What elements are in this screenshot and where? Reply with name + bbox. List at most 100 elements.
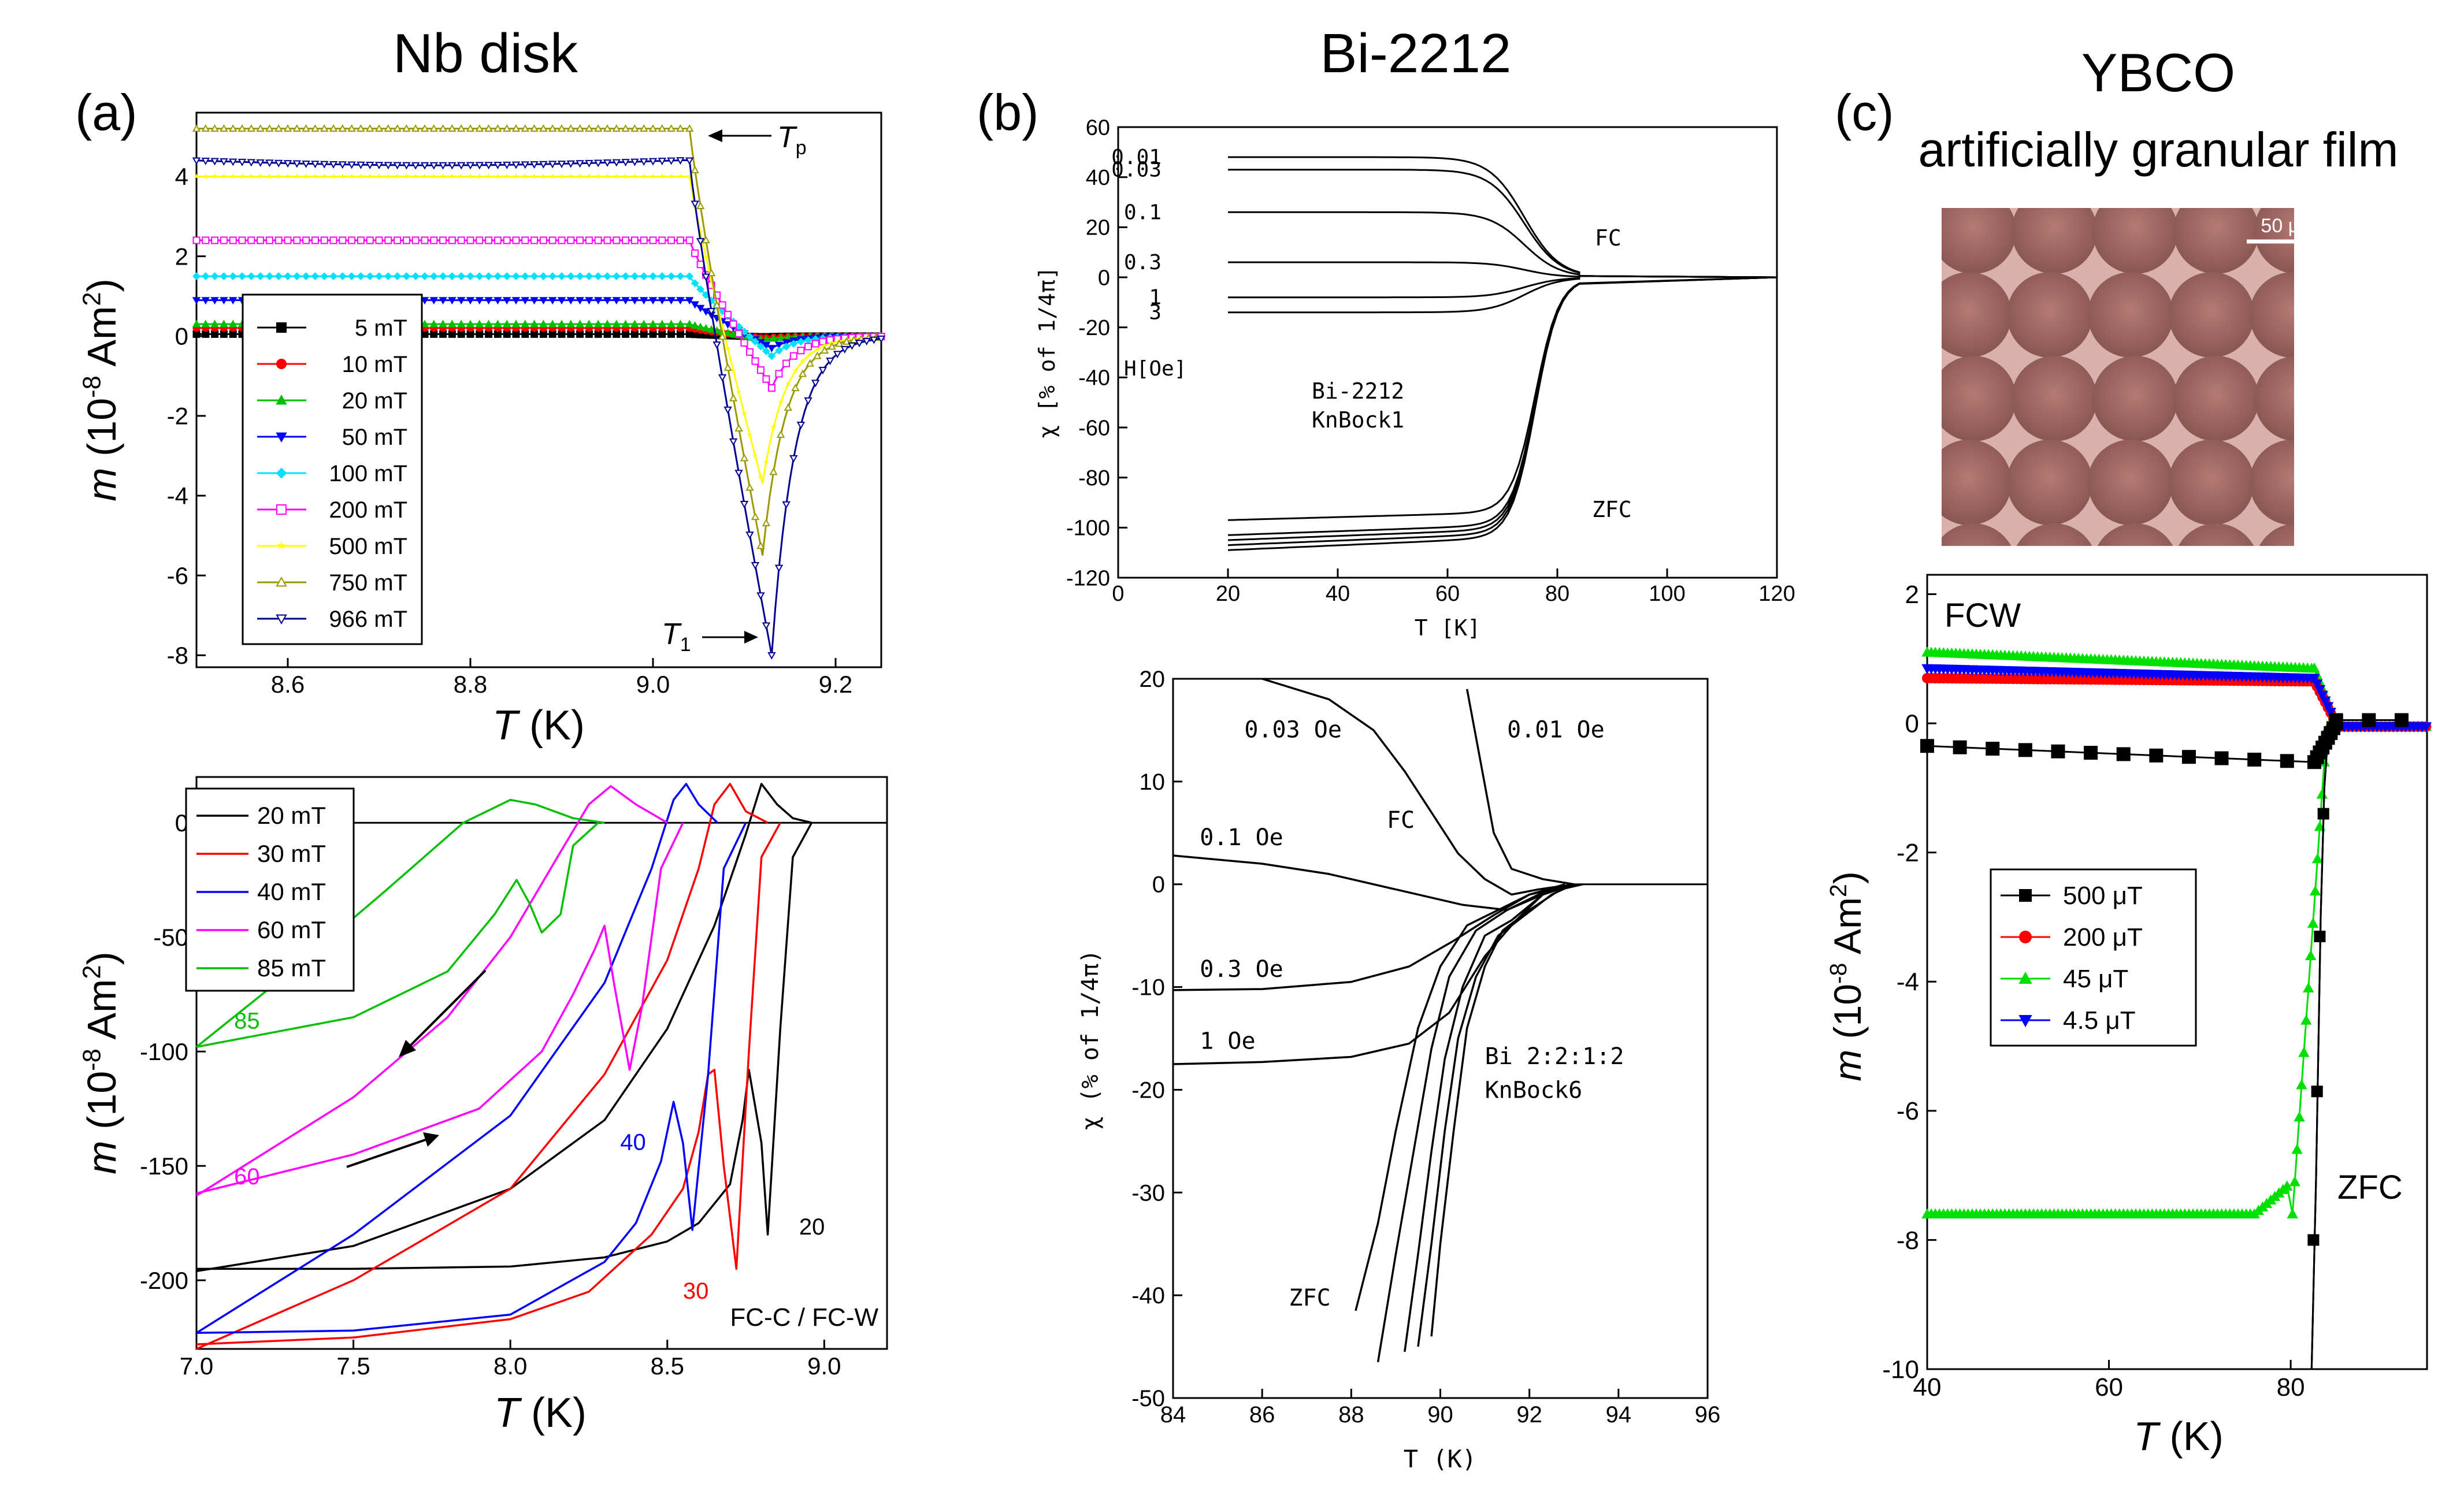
x-tick-label: 40 (1326, 582, 1350, 606)
legend-entry: 85 mT (257, 954, 326, 981)
data-point (192, 319, 201, 328)
data-point (539, 297, 548, 305)
data-point: ★ (339, 172, 346, 180)
x-axis-label: T (K) (494, 1390, 587, 1436)
legend-entry: 966 mT (329, 607, 407, 632)
data-point (676, 124, 685, 132)
data-point (503, 272, 511, 281)
data-point (2294, 1111, 2305, 1122)
data-point (713, 291, 721, 299)
data-point (430, 330, 438, 338)
sample-id-label: KnBock1 (1312, 407, 1404, 433)
data-point (2314, 685, 2326, 696)
data-point (585, 236, 593, 244)
cool-arrow (403, 969, 487, 1053)
series-ZFC-e (1227, 276, 1778, 551)
data-point (676, 319, 685, 328)
panel-b-title: Bi-2212 (1320, 23, 1512, 84)
series-cool-line (196, 822, 684, 1195)
data-point (576, 124, 584, 132)
data-point (493, 330, 502, 338)
data-point (220, 272, 228, 281)
series-ZFC-a (1227, 276, 1778, 521)
data-point: ★ (777, 397, 784, 406)
scale-bar-label: 50 μm (2261, 215, 2315, 237)
data-point (745, 531, 754, 540)
x-tick-label: 80 (1545, 582, 1569, 606)
data-point (439, 236, 447, 244)
grain-2-0 (1942, 356, 2016, 441)
chart-b-top: 0 20 40 60 80 100 120 -120 -100 -80 -60 -40 -20 0 20 40… (1034, 116, 1795, 641)
data-point (229, 272, 238, 281)
data-point (375, 272, 383, 281)
data-point (658, 272, 666, 281)
data-point (658, 297, 666, 305)
data-point: ★ (321, 172, 328, 180)
data-point (826, 358, 834, 366)
data-point (811, 340, 819, 348)
x-tick-label: 7.0 (180, 1352, 213, 1380)
series-0-1-Oe (1172, 854, 1575, 911)
y-tick-label: -100 (140, 1038, 188, 1065)
data-point (676, 330, 684, 338)
data-point (603, 319, 612, 328)
curve-label: 60 (234, 1164, 260, 1189)
data-point (457, 162, 466, 170)
data-point (374, 162, 384, 170)
data-point (622, 330, 630, 338)
data-point: ★ (613, 172, 620, 180)
data-point (394, 236, 402, 244)
series-line (196, 176, 880, 484)
data-point (648, 124, 658, 132)
curve-label: 85 (234, 1009, 260, 1034)
grain-3-3 (2169, 440, 2254, 525)
data-point (375, 236, 383, 244)
data-point (566, 297, 575, 305)
data-point (283, 160, 292, 168)
data-point (612, 297, 621, 305)
data-point (827, 342, 836, 350)
data-point (804, 343, 812, 351)
data-point (718, 374, 727, 382)
data-point: ★ (211, 172, 218, 180)
data-point (685, 236, 693, 244)
data-point (201, 297, 210, 305)
data-point (782, 343, 791, 351)
data-point (2019, 931, 2032, 943)
data-point (756, 592, 765, 600)
data-point (539, 330, 547, 338)
data-point (696, 285, 705, 293)
grain-2-4 (2254, 356, 2294, 441)
x-tick-label: 94 (1606, 1402, 1632, 1427)
data-point (667, 157, 676, 165)
data-point (667, 297, 676, 305)
data-point (630, 272, 639, 281)
data-point (220, 124, 228, 132)
data-point (667, 319, 676, 328)
x-tick-label: 86 (1249, 1402, 1275, 1427)
data-point (767, 652, 776, 660)
data-point (429, 272, 438, 281)
data-point (475, 162, 484, 170)
data-point (229, 124, 238, 132)
data-point: ★ (686, 172, 693, 180)
data-point (696, 304, 705, 313)
data-point (806, 359, 814, 367)
series-cool-line (196, 822, 781, 1345)
data-point (621, 159, 630, 167)
data-point (2309, 663, 2320, 673)
data-point: ★ (403, 172, 410, 180)
data-point: ★ (799, 357, 806, 366)
data-point (548, 297, 557, 305)
data-point (2149, 748, 2164, 763)
data-point (557, 161, 566, 169)
data-point (585, 319, 593, 328)
data-point: ★ (792, 366, 799, 375)
data-point (411, 272, 420, 281)
data-point (503, 124, 511, 132)
warm-arrow (346, 1137, 431, 1168)
data-point (211, 236, 219, 244)
data-point (393, 272, 402, 281)
data-point: ★ (631, 172, 638, 180)
field-label: 0.01 Oe (1507, 716, 1605, 743)
